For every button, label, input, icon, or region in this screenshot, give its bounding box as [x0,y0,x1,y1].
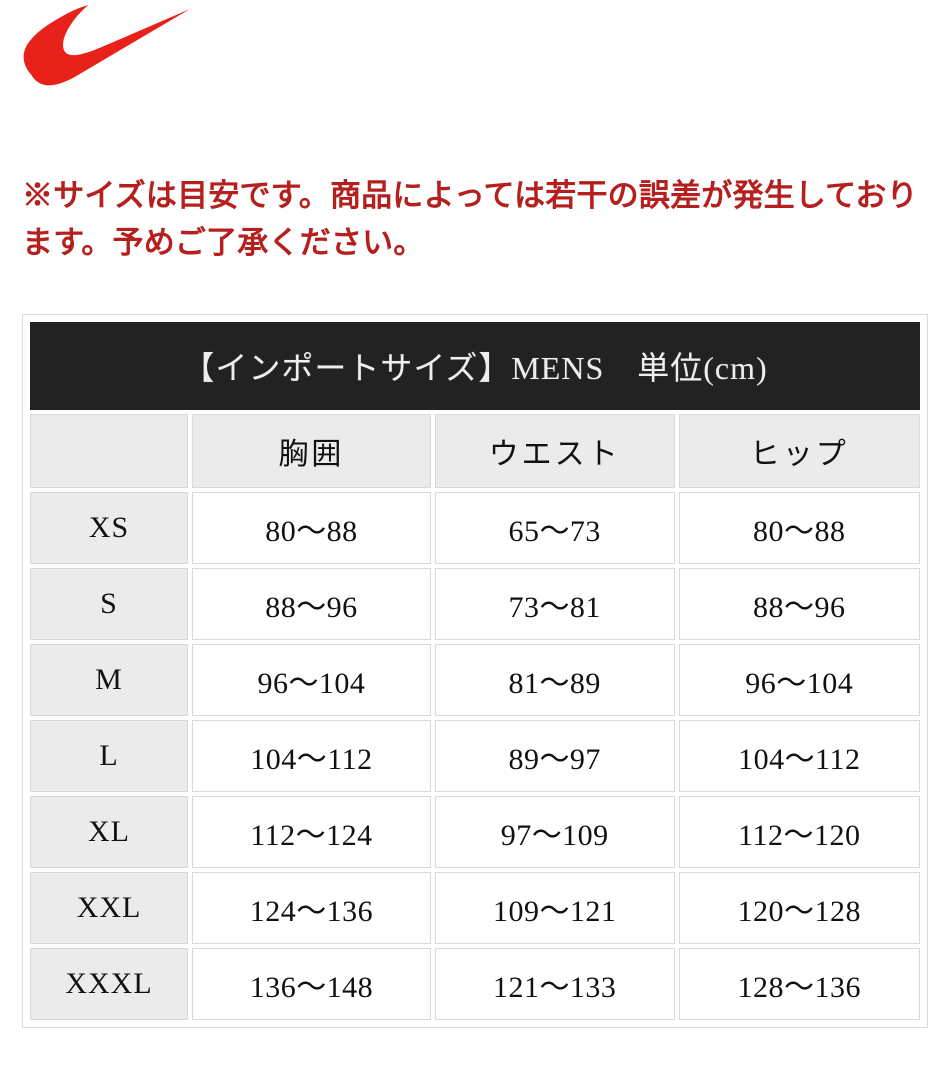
waist-value: 81〜89 [434,644,675,716]
size-label: S [30,568,189,640]
hip-value: 104〜112 [678,720,920,792]
column-header-chest: 胸囲 [192,414,431,488]
nike-swoosh-logo [18,2,198,90]
size-label: M [30,644,189,716]
hip-value: 96〜104 [678,644,920,716]
table-row: M 96〜104 81〜89 96〜104 [30,644,920,716]
table-title: 【インポートサイズ】MENS 単位(cm) [30,322,920,410]
size-chart-table-frame: 【インポートサイズ】MENS 単位(cm) 胸囲 ウエスト ヒップ XS 80〜… [22,314,928,1028]
table-row: XXXL 136〜148 121〜133 128〜136 [30,948,920,1020]
size-label: XL [30,796,189,868]
waist-value: 109〜121 [434,872,675,944]
table-row: XS 80〜88 65〜73 80〜88 [30,492,920,564]
chest-value: 96〜104 [192,644,431,716]
chest-value: 136〜148 [192,948,431,1020]
chest-value: 88〜96 [192,568,431,640]
waist-value: 73〜81 [434,568,675,640]
chest-value: 112〜124 [192,796,431,868]
size-label: XS [30,492,189,564]
column-header-hip: ヒップ [678,414,920,488]
hip-value: 88〜96 [678,568,920,640]
size-notice-text: ※サイズは目安です。商品によっては若干の誤差が発生しております。予めご了承くださ… [22,178,918,261]
column-header-waist: ウエスト [434,414,675,488]
column-header-blank [30,414,189,488]
chest-value: 124〜136 [192,872,431,944]
hip-value: 80〜88 [678,492,920,564]
table-title-row: 【インポートサイズ】MENS 単位(cm) [30,322,920,410]
waist-value: 97〜109 [434,796,675,868]
waist-value: 121〜133 [434,948,675,1020]
table-row: XXL 124〜136 109〜121 120〜128 [30,872,920,944]
waist-value: 65〜73 [434,492,675,564]
chest-value: 80〜88 [192,492,431,564]
chest-value: 104〜112 [192,720,431,792]
hip-value: 120〜128 [678,872,920,944]
size-chart-table: 【インポートサイズ】MENS 単位(cm) 胸囲 ウエスト ヒップ XS 80〜… [26,318,924,1024]
waist-value: 89〜97 [434,720,675,792]
hip-value: 112〜120 [678,796,920,868]
swoosh-icon [23,5,191,86]
size-label: XXL [30,872,189,944]
hip-value: 128〜136 [678,948,920,1020]
size-label: L [30,720,189,792]
table-header-row: 胸囲 ウエスト ヒップ [30,414,920,488]
table-row: L 104〜112 89〜97 104〜112 [30,720,920,792]
size-label: XXXL [30,948,189,1020]
table-row: XL 112〜124 97〜109 112〜120 [30,796,920,868]
table-row: S 88〜96 73〜81 88〜96 [30,568,920,640]
